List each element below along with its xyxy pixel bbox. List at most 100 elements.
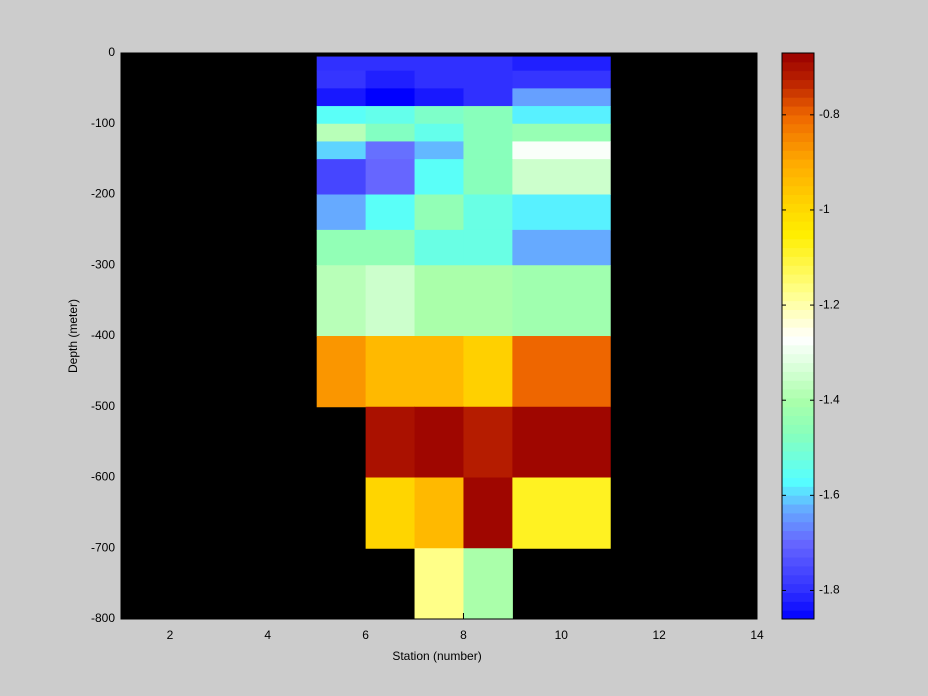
heatmap-cell — [316, 56, 367, 72]
colorbar-step — [782, 371, 814, 381]
colorbar-step — [782, 159, 814, 169]
y-tick-label: -700 — [91, 540, 115, 554]
colorbar-step — [782, 274, 814, 284]
colorbar-step — [782, 610, 814, 620]
heatmap-cell — [365, 123, 416, 142]
colorbar-step — [782, 459, 814, 470]
heatmap-cell — [414, 123, 464, 142]
y-tick-label: -800 — [91, 611, 115, 625]
heatmap-cell — [463, 229, 513, 266]
heatmap-cell — [316, 194, 367, 231]
heatmap-cell — [512, 56, 611, 72]
x-tick-label: 2 — [167, 628, 174, 642]
colorbar-step — [782, 592, 814, 602]
colorbar-step — [782, 477, 814, 487]
heatmap-cell — [463, 548, 513, 620]
colorbar-step — [782, 106, 814, 116]
heatmap-cell — [512, 88, 611, 107]
heatmap-cell — [414, 70, 464, 89]
heatmap-cell — [414, 106, 464, 125]
heatmap-cell — [365, 56, 416, 72]
colorbar-step — [782, 61, 814, 72]
heatmap-cell — [414, 56, 464, 72]
heatmap-cell — [512, 265, 611, 337]
heatmap-cell — [414, 265, 464, 337]
heatmap-cell — [512, 123, 611, 142]
colorbar-step — [782, 167, 814, 178]
heatmap-cell — [365, 159, 416, 195]
y-axis-label: Depth (meter) — [66, 299, 80, 373]
heatmap-cell — [512, 70, 611, 89]
x-tick-label: 10 — [555, 628, 569, 642]
heatmap-cell — [463, 70, 513, 89]
heatmap-cell — [414, 406, 464, 478]
colorbar-step — [782, 353, 814, 364]
colorbar-step — [782, 530, 814, 540]
heatmap-cell — [512, 229, 611, 266]
x-tick-label: 14 — [750, 628, 764, 642]
colorbar-tick-label: -0.8 — [819, 107, 840, 121]
heatmap-cell — [414, 159, 464, 195]
heatmap-cell — [414, 336, 464, 408]
heatmap-cell — [512, 106, 611, 125]
heatmap-cell — [365, 336, 416, 408]
y-tick-label: -100 — [91, 116, 115, 130]
colorbar-step — [782, 282, 814, 293]
y-tick-label: -600 — [91, 470, 115, 484]
colorbar-step — [782, 229, 814, 240]
heatmap-cell — [316, 229, 367, 266]
colorbar-step — [782, 265, 814, 275]
heatmap-cell — [316, 336, 367, 408]
heatmap-cell — [463, 477, 513, 549]
colorbar-step — [782, 495, 814, 505]
colorbar-step — [782, 450, 814, 461]
y-tick-label: -200 — [91, 187, 115, 201]
heatmap-cell — [365, 406, 416, 478]
colorbar-step — [782, 380, 814, 390]
x-tick-label: 12 — [652, 628, 666, 642]
heatmap-cell — [463, 141, 513, 160]
colorbar-step — [782, 336, 814, 346]
colorbar-step — [782, 486, 814, 496]
heatmap-cell — [512, 159, 611, 195]
heatmap-cell — [463, 56, 513, 72]
heatmap-cell — [365, 88, 416, 107]
colorbar-step — [782, 574, 814, 585]
y-tick-label: -400 — [91, 328, 115, 342]
colorbar-step — [782, 362, 814, 372]
colorbar-step — [782, 238, 814, 249]
heatmap-cell — [414, 88, 464, 107]
colorbar-step — [782, 150, 814, 160]
heatmap-cell — [463, 123, 513, 142]
heatmap-cell — [463, 106, 513, 125]
colorbar-step — [782, 512, 814, 523]
colorbar-step — [782, 176, 814, 187]
heatmap-cell — [316, 123, 367, 142]
colorbar-step — [782, 70, 814, 81]
colorbar-step — [782, 548, 814, 558]
colorbar-step — [782, 212, 814, 222]
colorbar-step — [782, 504, 814, 514]
colorbar-step — [782, 88, 814, 98]
colorbar-step — [782, 557, 814, 567]
colorbar-step — [782, 327, 814, 337]
heatmap-cell — [365, 265, 416, 337]
colorbar-step — [782, 141, 814, 151]
colorbar-step — [782, 442, 814, 452]
colorbar-step — [782, 406, 814, 417]
colorbar-step — [782, 247, 814, 257]
colorbar-tick-label: -1 — [819, 202, 830, 216]
colorbar-step — [782, 123, 814, 134]
x-tick-label: 6 — [362, 628, 369, 642]
colorbar-frame — [781, 52, 815, 620]
colorbar-step — [782, 539, 814, 549]
heatmap-cell — [414, 194, 464, 231]
heatmap-cell — [463, 265, 513, 337]
colorbar-step — [782, 468, 814, 478]
heatmap-cell — [512, 406, 611, 478]
heatmap-cell — [463, 406, 513, 478]
colorbar-step — [782, 601, 814, 611]
heatmap-cell — [414, 229, 464, 266]
heatmap-cell — [512, 477, 611, 549]
